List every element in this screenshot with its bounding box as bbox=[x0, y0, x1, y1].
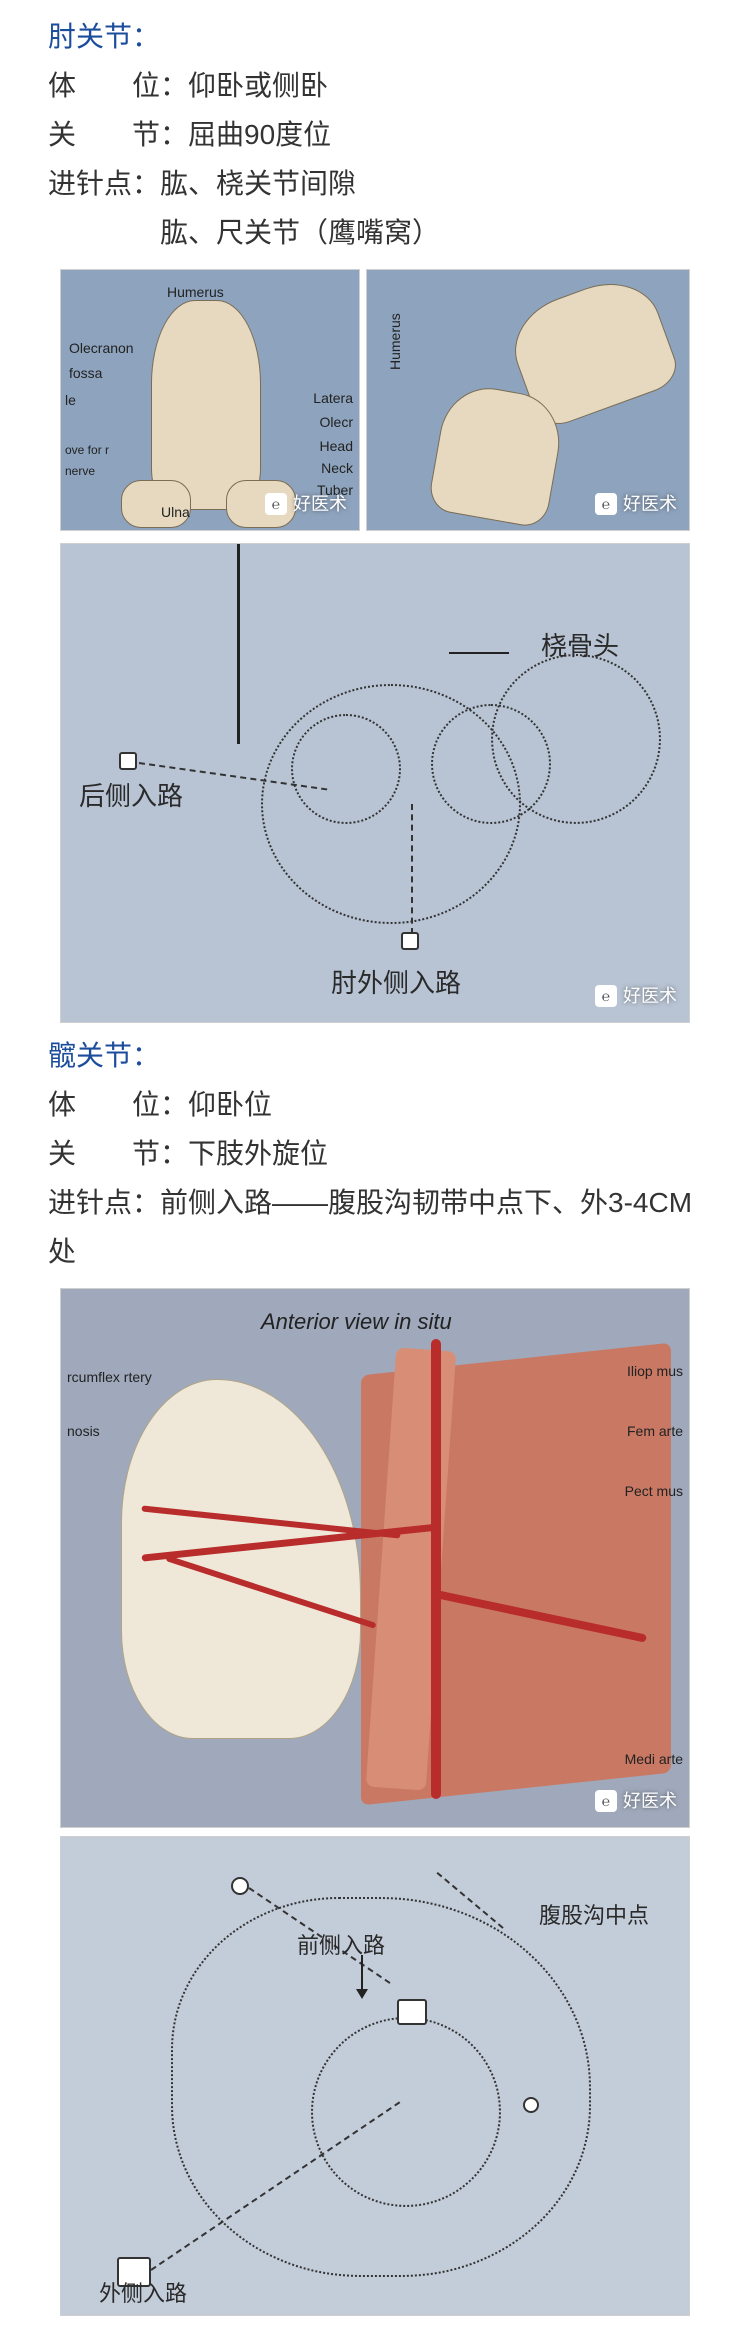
section2-title: 髋关节： bbox=[48, 1031, 702, 1080]
elbow-lateral-image: Humerus ℮ 好医术 bbox=[366, 269, 690, 531]
label-olec2: Olecr bbox=[320, 410, 353, 435]
label-lateral-hip: 外侧入路 bbox=[99, 2275, 187, 2314]
label-nerve: ove for r nerve bbox=[65, 440, 125, 482]
label-olec: Olecranon fossa bbox=[69, 336, 139, 385]
label-front-approach: 前侧入路 bbox=[297, 1927, 385, 1966]
label-posterior: 后侧入路 bbox=[79, 774, 183, 820]
label-iliop: Iliop mus bbox=[627, 1359, 683, 1384]
hip-diagram-block: 前侧入路 腹股沟中点 外侧入路 bbox=[48, 1836, 702, 2316]
watermark-text-1: 好医术 bbox=[293, 489, 347, 521]
label-head: Head bbox=[320, 434, 353, 459]
label-pect: Pect mus bbox=[625, 1479, 683, 1504]
label-inguinal-mid: 腹股沟中点 bbox=[539, 1897, 649, 1936]
label-fem: Fem arte bbox=[627, 1419, 683, 1444]
label-nosis: nosis bbox=[67, 1419, 100, 1444]
elbow-diagram-block: 桡骨头 后侧入路 肘外侧入路 ℮ 好医术 bbox=[48, 543, 702, 1023]
wechat-icon: ℮ bbox=[595, 493, 617, 515]
label-humerus: Humerus bbox=[167, 280, 224, 305]
watermark-icon-1: ℮ 好医术 bbox=[265, 489, 347, 521]
elbow-approach-diagram: 桡骨头 后侧入路 肘外侧入路 ℮ 好医术 bbox=[60, 543, 690, 1023]
label-neck: Neck bbox=[321, 456, 353, 481]
elbow-anterior-image: Humerus Olecranon fossa le ove for r ner… bbox=[60, 269, 360, 531]
section1-line-0: 体 位：仰卧或侧卧 bbox=[48, 61, 702, 110]
label-latera: Latera bbox=[313, 386, 353, 411]
watermark-icon-4: ℮ 好医术 bbox=[595, 1786, 677, 1818]
hip-anterior-image: Anterior view in situ rcumflex rtery nos… bbox=[60, 1288, 690, 1828]
wechat-icon: ℮ bbox=[595, 1790, 617, 1812]
label-rcumflex: rcumflex rtery bbox=[67, 1365, 152, 1390]
label-ulna: Ulna bbox=[161, 500, 190, 525]
label-radial-head: 桡骨头 bbox=[541, 624, 619, 670]
wechat-icon: ℮ bbox=[265, 493, 287, 515]
section1-indent: 肱、尺关节（鹰嘴窝） bbox=[48, 208, 702, 257]
watermark-text-3: 好医术 bbox=[623, 981, 677, 1013]
watermark-text-4: 好医术 bbox=[623, 1786, 677, 1818]
watermark-icon-3: ℮ 好医术 bbox=[595, 981, 677, 1013]
hip-approach-diagram: 前侧入路 腹股沟中点 外侧入路 bbox=[60, 1836, 690, 2316]
label-le: le bbox=[65, 388, 76, 413]
watermark-icon-2: ℮ 好医术 bbox=[595, 489, 677, 521]
elbow-anatomy-row: Humerus Olecranon fossa le ove for r ner… bbox=[48, 269, 702, 531]
watermark-text-2: 好医术 bbox=[623, 489, 677, 521]
section2-line-0: 体 位：仰卧位 bbox=[48, 1080, 702, 1129]
section2-line-1: 关 节：下肢外旋位 bbox=[48, 1129, 702, 1178]
wechat-icon: ℮ bbox=[595, 985, 617, 1007]
section1-title: 肘关节： bbox=[48, 12, 702, 61]
label-anterior-view: Anterior view in situ bbox=[261, 1303, 452, 1342]
label-medi: Medi arte bbox=[625, 1747, 683, 1772]
hip-anatomy-block: Anterior view in situ rcumflex rtery nos… bbox=[48, 1288, 702, 1828]
section2-line-2: 进针点：前侧入路——腹股沟韧带中点下、外3-4CM处 bbox=[48, 1178, 702, 1276]
label-humerus-2: Humerus bbox=[383, 313, 408, 370]
label-lateral-approach: 肘外侧入路 bbox=[331, 961, 461, 1007]
section1-line-1: 关 节：屈曲90度位 bbox=[48, 110, 702, 159]
section1-line-2: 进针点：肱、桡关节间隙 bbox=[48, 159, 702, 208]
